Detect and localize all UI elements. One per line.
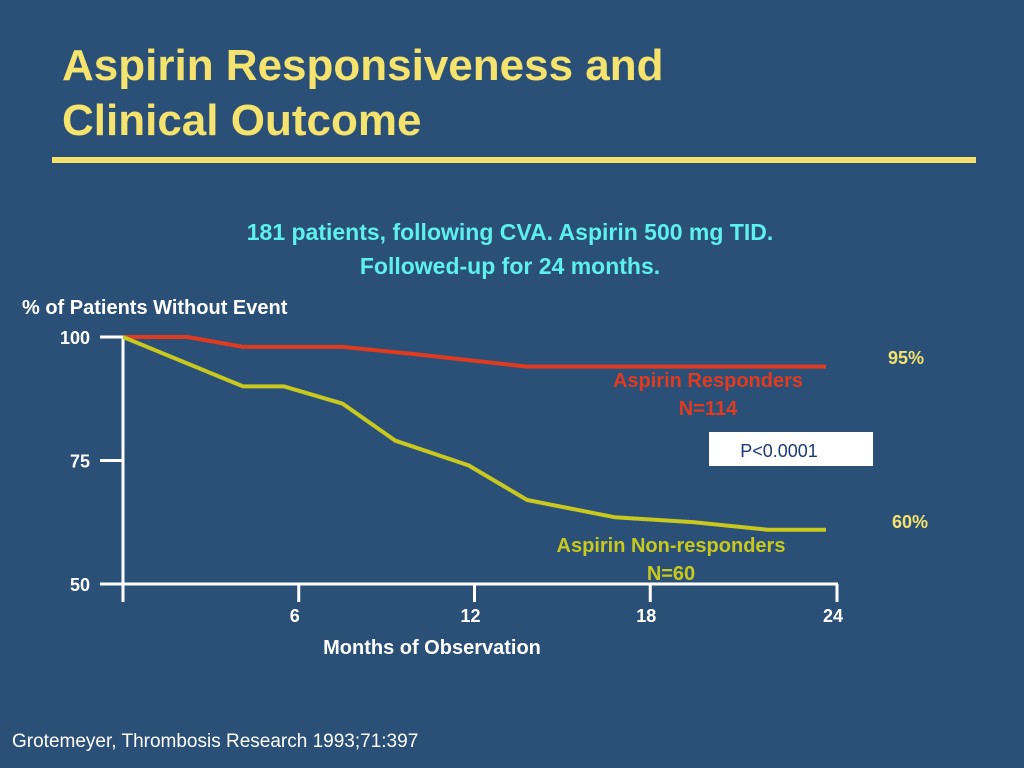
y-tick-label: 75 — [70, 452, 90, 472]
y-tick-label: 50 — [70, 575, 90, 595]
title-line-2: Clinical Outcome — [62, 96, 422, 145]
citation: Grotemeyer, Thrombosis Research 1993;71:… — [12, 731, 419, 752]
x-axis-label: Months of Observation — [323, 637, 541, 659]
slide-title: Aspirin Responsiveness and Clinical Outc… — [62, 38, 664, 148]
responders-line — [123, 335, 826, 369]
title-line-1: Aspirin Responsiveness and — [62, 41, 664, 90]
y-axis-label: % of Patients Without Event — [22, 297, 288, 319]
responders-n-label: N=114 — [679, 398, 738, 420]
axes: 50 75 100 6 12 18 24 — [60, 328, 843, 626]
non-responders-label: Aspirin Non-responders — [557, 535, 786, 557]
y-tick-label: 100 — [60, 328, 90, 348]
x-tick-label: 12 — [460, 606, 480, 626]
non-responders-n-label: N=60 — [647, 563, 695, 585]
p-value-text: P<0.0001 — [740, 441, 818, 461]
non-responders-line — [122, 335, 826, 532]
p-value-box — [709, 432, 873, 466]
x-tick-label: 6 — [290, 606, 300, 626]
subtitle-line-1: 181 patients, following CVA. Aspirin 500… — [246, 219, 774, 245]
x-tick-label: 24 — [823, 606, 843, 626]
series-lines — [122, 335, 826, 532]
title-underline — [52, 157, 976, 163]
responders-label: Aspirin Responders — [613, 370, 803, 392]
responders-end-value: 95% — [888, 348, 924, 368]
non-responders-end-value: 60% — [892, 512, 928, 532]
x-tick-label: 18 — [636, 606, 656, 626]
subtitle-line-2: Followed-up for 24 months. — [359, 253, 661, 279]
